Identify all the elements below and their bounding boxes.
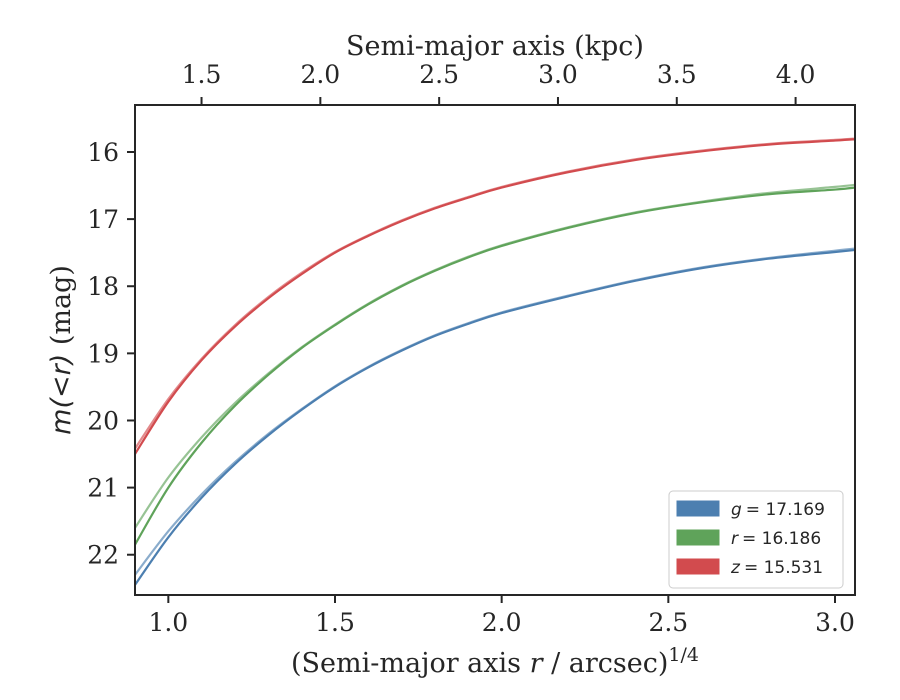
x-tick-label: 3.0 xyxy=(815,608,855,637)
legend-var: z xyxy=(730,558,741,578)
top-axis-title: Semi-major axis (kpc) xyxy=(346,31,644,62)
x-tick-label: 1.5 xyxy=(315,608,355,637)
legend-value: = 16.186 xyxy=(742,529,821,549)
axis-ticks: 1.0 1.5 2.0 2.5 3.0 1.5 2.0 2.5 3.0 3.5 4.0 16 17 18 1… xyxy=(87,60,855,637)
legend-swatch-g xyxy=(676,500,720,517)
y-tick-label: 17 xyxy=(87,205,119,234)
series-r-line-alt xyxy=(134,183,856,529)
legend-swatch-z xyxy=(676,558,720,575)
x-axis-title-suffix: / arcsec) xyxy=(543,648,669,679)
top-tick-label: 4.0 xyxy=(776,60,816,89)
y-axis-title-var: m(<r) xyxy=(46,354,77,435)
top-tick-label: 3.5 xyxy=(657,60,697,89)
y-tick-label: 20 xyxy=(87,406,119,435)
legend-label-g: g = 17.169 xyxy=(731,500,825,520)
legend-var: r xyxy=(731,529,739,549)
series-lines xyxy=(134,137,856,586)
series-g-line xyxy=(134,248,856,586)
series-r-line xyxy=(134,186,856,546)
x-axis-title: (Semi-major axis r / arcsec)1/4 xyxy=(291,644,699,679)
legend-var: g xyxy=(731,500,742,520)
x-axis-title-exponent: 1/4 xyxy=(668,644,699,666)
legend-value: = 17.169 xyxy=(746,500,825,520)
legend-label-r: r = 16.186 xyxy=(731,529,821,549)
y-tick-label: 18 xyxy=(87,272,119,301)
y-tick-label: 19 xyxy=(87,339,119,368)
top-tick-label: 3.0 xyxy=(538,60,578,89)
plot-frame xyxy=(134,104,856,596)
x-axis-title-prefix: (Semi-major axis xyxy=(291,648,530,679)
legend-label-z: z = 15.531 xyxy=(730,558,823,578)
y-tick-label: 21 xyxy=(87,474,119,503)
y-tick-label: 22 xyxy=(87,541,119,570)
x-tick-label: 1.0 xyxy=(148,608,188,637)
series-z-line-alt xyxy=(134,137,856,450)
top-tick-label: 1.5 xyxy=(182,60,222,89)
x-axis-title-var: r xyxy=(530,648,545,679)
y-axis-title-unit: (mag) xyxy=(46,265,77,354)
y-axis-title: m(<r) (mag) xyxy=(46,265,77,435)
legend-value: = 15.531 xyxy=(744,558,823,578)
series-z-line xyxy=(134,138,856,455)
legend-swatch-r xyxy=(676,529,720,546)
x-tick-label: 2.5 xyxy=(648,608,688,637)
x-tick-label: 2.0 xyxy=(482,608,522,637)
top-tick-label: 2.5 xyxy=(419,60,459,89)
top-tick-label: 2.0 xyxy=(300,60,340,89)
y-tick-label: 16 xyxy=(87,138,119,167)
